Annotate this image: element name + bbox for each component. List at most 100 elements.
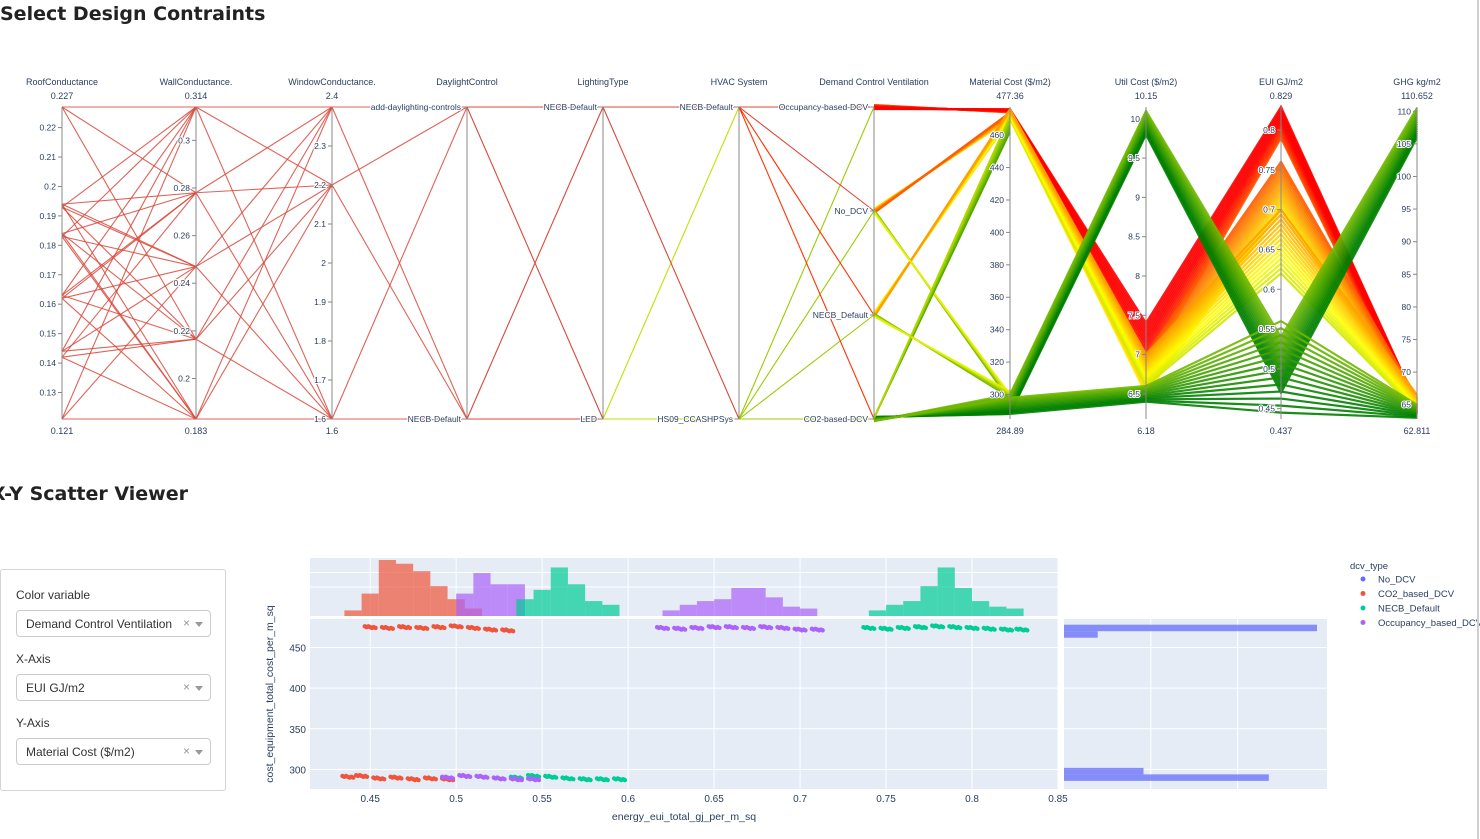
chevron-down-icon[interactable] [195, 750, 203, 755]
parcoord-tick-label: 0.16 [39, 299, 56, 309]
scatter-point [975, 626, 980, 631]
parcoord-line [61, 106, 197, 352]
scatter-point [803, 628, 808, 633]
chevron-down-icon[interactable] [195, 622, 203, 627]
parcoord-line [738, 106, 875, 316]
scatter-point [906, 626, 911, 631]
parallel-coordinates-chart[interactable]: RoofConductance0.2270.1210.130.140.150.1… [0, 60, 1480, 455]
histogram-bar [344, 610, 362, 616]
parcoord-tick-label: 320 [990, 357, 1004, 367]
parcoord-tick-label: 0.22 [173, 326, 190, 336]
histogram-bar [395, 563, 414, 616]
clear-icon[interactable]: × [182, 744, 190, 758]
clear-icon[interactable]: × [182, 680, 190, 694]
parcoord-axis-max: 0.227 [51, 91, 74, 101]
chevron-down-icon[interactable] [195, 686, 203, 691]
scatter-point [502, 777, 507, 782]
histogram-bar [765, 597, 783, 616]
parcoord-tick-label: 2 [321, 258, 326, 268]
parcoord-line [195, 184, 333, 194]
parcoord-tick-label: 1.9 [314, 297, 326, 307]
parcoord-tick-label: 95 [1402, 204, 1412, 214]
scatter-point [820, 628, 825, 633]
parcoord-axis-label: EUI GJ/m2 [1259, 77, 1303, 87]
parcoord-tick-label: 0.28 [173, 183, 190, 193]
scatter-point [467, 774, 473, 779]
parcoord-axis-min: 0.183 [185, 426, 208, 436]
histogram-bar [567, 584, 586, 616]
parcoord-line [61, 192, 197, 296]
scatter-point [751, 626, 757, 631]
scatter-point [553, 775, 559, 780]
parcoord-line [195, 266, 333, 420]
parcoord-tick-label: 105 [1397, 139, 1411, 149]
parcoord-line [873, 211, 1011, 396]
parcoord-line [61, 338, 197, 358]
histogram-bar [473, 573, 491, 616]
histogram-bar [920, 586, 938, 616]
parcoord-axis-label: GHG kg/m2 [1393, 77, 1441, 87]
histogram-bar [886, 604, 904, 616]
color-variable-dropdown[interactable]: Demand Control Ventilation × [16, 610, 211, 637]
histogram-bar [1064, 631, 1098, 638]
scatter-points[interactable] [340, 623, 1030, 783]
legend-marker [1360, 605, 1366, 611]
parcoord-line [331, 106, 468, 420]
parcoord-tick-label: 0.2 [178, 374, 190, 384]
parcoord-tick-label: 300 [990, 390, 1004, 400]
parcoord-line [61, 192, 197, 205]
histogram-bar [430, 586, 448, 616]
parcoord-axis-label: Demand Control Ventilation [819, 77, 929, 87]
scatter-point [1009, 628, 1015, 633]
scatter-point [605, 777, 610, 783]
parcoord-axis-min: 0.437 [1270, 426, 1293, 436]
parcoord-tick-label: 80 [1402, 302, 1412, 312]
histogram-bar [361, 593, 379, 616]
legend-marker [1360, 591, 1366, 596]
parcoord-axes[interactable]: RoofConductance0.2270.1210.130.140.150.1… [26, 77, 1441, 436]
parcoord-axis-min: 1.6 [326, 426, 339, 436]
parcoord-tick-label: 100 [1397, 171, 1411, 181]
x-axis-dropdown[interactable]: EUI GJ/m2 × [16, 674, 211, 701]
histogram-bar [937, 567, 955, 616]
histogram-bar [378, 560, 396, 616]
parcoord-line [602, 106, 740, 420]
parcoord-tick-label: 1.8 [314, 336, 326, 346]
scatter-point [665, 626, 671, 631]
parcoord-line [195, 192, 333, 420]
y-axis-title: cost_equipment_total_cost_per_m_sq [264, 605, 276, 783]
parcoord-axis-label: WallConductance. [160, 77, 233, 87]
histogram-bar [903, 601, 921, 616]
parcoord-tick-label: 340 [990, 325, 1004, 335]
parcoord-tick-label: 0.14 [39, 358, 56, 368]
parcoord-tick-label: 400 [990, 227, 1004, 237]
x-axis-label: X-Axis [16, 652, 51, 666]
parcoord-tick-label: 0.3 [178, 135, 190, 145]
y-axis-value: Material Cost ($/m2) [26, 745, 135, 759]
histogram-bar [679, 604, 697, 616]
parcoord-line [195, 184, 333, 420]
scatter-point [364, 774, 370, 779]
parcoord-axis-max: 0.314 [185, 91, 208, 101]
clear-icon[interactable]: × [182, 616, 190, 630]
parcoord-line [195, 106, 333, 186]
legend[interactable]: dcv_type No_DCV CO2_based_DCV NECB_Default O… [1350, 561, 1480, 629]
scatter-chart[interactable]: 0.45 0.5 0.55 0.6 0.65 0.7 0.75 0.8 0.85 300 350 40… [250, 540, 1480, 830]
scatter-point [992, 627, 997, 632]
parcoord-line [873, 315, 1011, 393]
parcoord-axis-min: 284.89 [996, 426, 1024, 436]
y-axis-label: Y-Axis [16, 716, 50, 730]
parcoord-tick-label: 0.19 [39, 211, 56, 221]
parcoord-tick-label: 0.13 [39, 388, 56, 398]
parcoord-axis-max: 110.652 [1401, 91, 1433, 101]
histogram-bar [533, 589, 551, 616]
parcoord-line [61, 338, 197, 352]
legend-title: dcv_type [1350, 561, 1388, 572]
y-axis-dropdown[interactable]: Material Cost ($/m2) × [16, 738, 211, 765]
parcoord-line [61, 266, 197, 299]
parcoord-line [738, 106, 875, 212]
x-tick-label: 0.6 [621, 794, 635, 805]
scatter-point [872, 626, 877, 631]
parcoord-line [61, 192, 197, 235]
scatter-point [442, 625, 447, 631]
